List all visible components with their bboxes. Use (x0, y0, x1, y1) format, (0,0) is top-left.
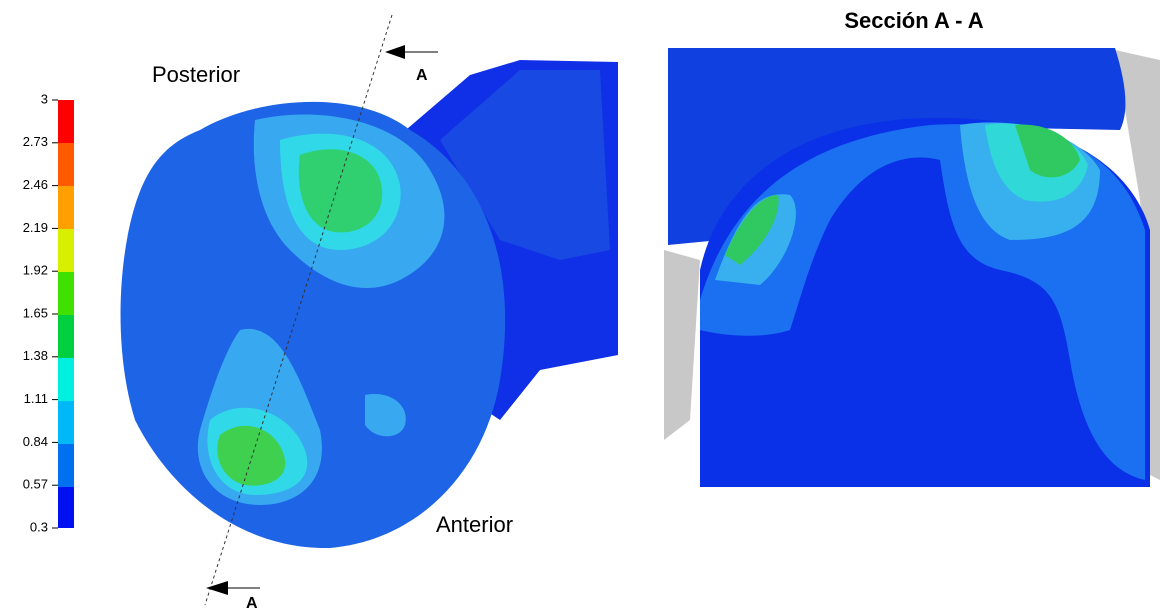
tick-label: 1.65 (23, 305, 48, 320)
color-band (58, 186, 74, 229)
tick-label: 1.92 (23, 263, 48, 278)
section-arrow-top (385, 45, 438, 59)
tick-label: 3 (41, 91, 48, 106)
tick-label: 0.57 (23, 477, 48, 492)
color-band (58, 100, 74, 143)
tick-label: 0.3 (30, 519, 48, 534)
section-label: A (416, 67, 428, 84)
color-band (58, 401, 74, 444)
color-band (58, 315, 74, 358)
label-anterior: Anterior (436, 512, 513, 537)
section-arrow-bottom (206, 581, 260, 595)
label-posterior: Posterior (152, 62, 240, 87)
tick-label: 2.19 (23, 220, 48, 235)
color-band (58, 229, 74, 272)
color-band (58, 143, 74, 186)
color-band (58, 487, 74, 528)
figure: 3 2.73 2.46 2.19 1.92 1.65 1.38 1.11 0.84 0.57 0.3… (0, 0, 1162, 612)
tick-label: 2.46 (23, 177, 48, 192)
section-label: A (246, 595, 258, 612)
tick-label: 1.11 (24, 391, 48, 406)
tick-label: 2.73 (23, 134, 48, 149)
colorbar: 3 2.73 2.46 2.19 1.92 1.65 1.38 1.11 0.84 0.57 0.3 (23, 91, 74, 534)
color-band (58, 358, 74, 401)
color-band (58, 444, 74, 487)
tick-label: 1.38 (23, 348, 48, 363)
color-band (58, 272, 74, 315)
bone-grey (664, 250, 700, 440)
section-title: Sección A - A (844, 8, 983, 33)
tick-label: 0.84 (23, 434, 48, 449)
